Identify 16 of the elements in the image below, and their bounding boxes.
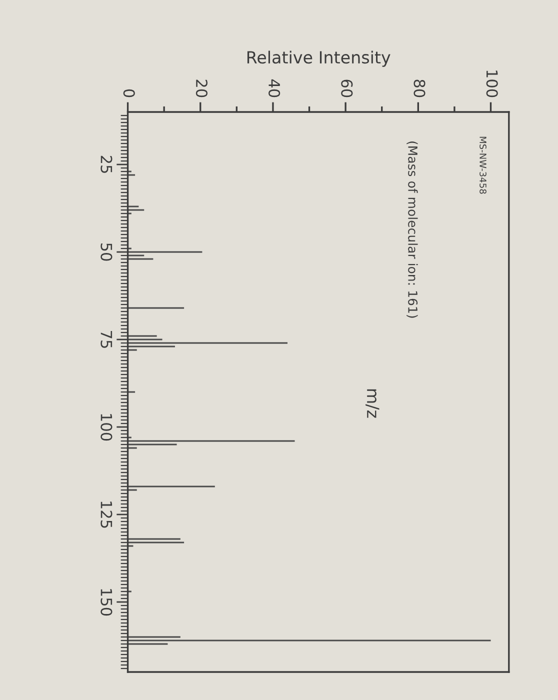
annotation: (Mass of molecular ion: 161)	[406, 142, 418, 318]
y-tick-label: 150	[100, 589, 112, 616]
y-tick-label: 125	[100, 502, 112, 528]
x-axis-title: Relative Intensity	[247, 50, 390, 67]
y-tick-label: 100	[100, 414, 112, 441]
y-axis-title: m/z	[366, 389, 380, 418]
x-tick-label: 80	[414, 80, 426, 98]
y-tick-label: 50	[100, 243, 112, 261]
y-tick-label: 75	[100, 331, 112, 348]
y-tick-label: 25	[100, 156, 112, 173]
x-tick-label: 0	[123, 89, 135, 98]
annotation: MS-NW-3458	[480, 136, 486, 194]
x-tick-label: 60	[341, 80, 353, 98]
x-tick-label: 100	[486, 70, 498, 98]
x-tick-label: 20	[196, 80, 208, 98]
x-tick-label: 40	[268, 79, 280, 98]
